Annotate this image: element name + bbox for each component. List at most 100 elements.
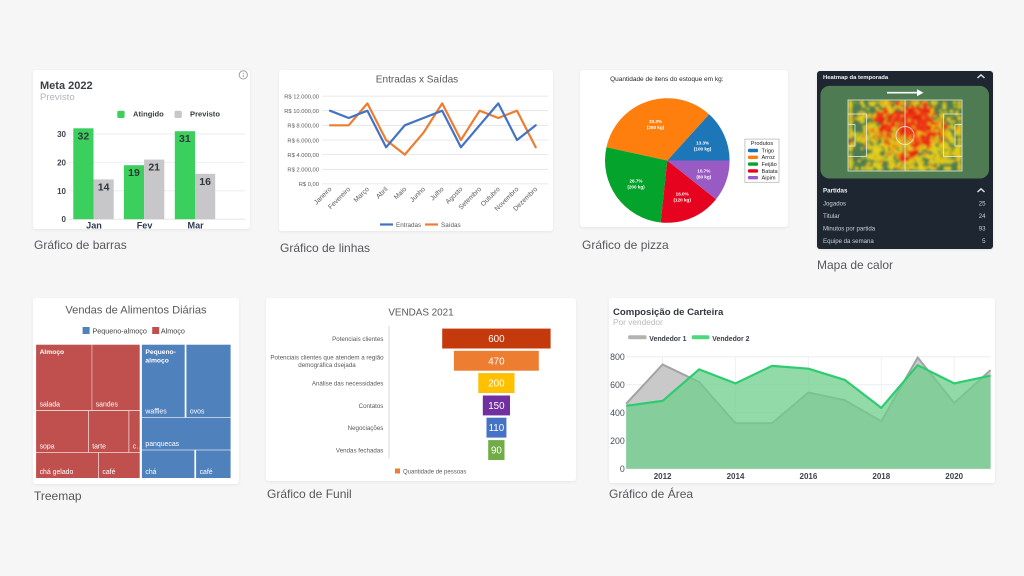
svg-text:470: 470 bbox=[488, 356, 505, 367]
svg-text:salada: salada bbox=[40, 402, 60, 409]
svg-text:Vendedor 2: Vendedor 2 bbox=[712, 336, 749, 343]
svg-text:Quantidade de itens do estoque: Quantidade de itens do estoque em kg: bbox=[610, 76, 724, 83]
svg-text:20: 20 bbox=[57, 158, 66, 167]
svg-text:(80 kg): (80 kg) bbox=[696, 175, 711, 180]
svg-text:demográfica dsejada: demográfica dsejada bbox=[298, 362, 356, 369]
svg-text:Minutos por partida: Minutos por partida bbox=[823, 225, 876, 232]
svg-text:Abril: Abril bbox=[375, 186, 390, 201]
svg-text:200: 200 bbox=[488, 379, 505, 390]
svg-text:Análise das necessidades: Análise das necessidades bbox=[312, 381, 384, 388]
svg-text:ovos: ovos bbox=[190, 408, 205, 415]
svg-text:VENDAS 2021: VENDAS 2021 bbox=[388, 308, 454, 319]
svg-text:almoço: almoço bbox=[145, 358, 168, 365]
svg-text:0: 0 bbox=[620, 464, 625, 474]
svg-text:Entradas: Entradas bbox=[396, 222, 421, 229]
svg-text:Vendedor 1: Vendedor 1 bbox=[649, 336, 686, 343]
svg-text:2014: 2014 bbox=[727, 472, 745, 481]
svg-text:Saídas: Saídas bbox=[441, 222, 461, 229]
svg-text:Composição de Carteira: Composição de Carteira bbox=[613, 307, 724, 318]
svg-text:93: 93 bbox=[979, 225, 986, 232]
svg-text:(200 kg): (200 kg) bbox=[627, 185, 645, 190]
svg-text:Partidas: Partidas bbox=[823, 188, 848, 195]
svg-text:Potenciais clientes: Potenciais clientes bbox=[332, 336, 383, 343]
svg-text:Junho: Junho bbox=[409, 186, 427, 204]
svg-text:10.7%: 10.7% bbox=[697, 169, 710, 174]
svg-text:Negociações: Negociações bbox=[348, 425, 384, 432]
svg-text:R$ 12.000,00: R$ 12.000,00 bbox=[284, 94, 319, 100]
svg-text:Heatmap da temporada: Heatmap da temporada bbox=[823, 75, 889, 81]
svg-text:sopa: sopa bbox=[40, 443, 55, 450]
svg-text:Atingido: Atingido bbox=[133, 110, 164, 119]
svg-text:Arroz: Arroz bbox=[762, 155, 776, 161]
svg-text:Fev: Fev bbox=[137, 221, 154, 231]
svg-text:32: 32 bbox=[78, 130, 90, 142]
svg-text:Vendas de Alimentos Diárias: Vendas de Alimentos Diárias bbox=[65, 304, 207, 316]
svg-text:(100 kg): (100 kg) bbox=[694, 146, 712, 151]
svg-text:Jan: Jan bbox=[86, 221, 102, 231]
svg-text:Meta 2022: Meta 2022 bbox=[40, 80, 93, 92]
svg-text:Produtos: Produtos bbox=[751, 141, 774, 147]
svg-text:400: 400 bbox=[610, 408, 625, 418]
svg-text:14: 14 bbox=[98, 181, 110, 193]
svg-text:Vendas fechadas: Vendas fechadas bbox=[336, 447, 383, 454]
svg-text:13.3%: 13.3% bbox=[696, 140, 709, 145]
svg-text:110: 110 bbox=[489, 423, 505, 434]
svg-text:10: 10 bbox=[57, 187, 66, 196]
svg-text:Julho: Julho bbox=[429, 186, 445, 202]
svg-text:16.0%: 16.0% bbox=[676, 192, 689, 197]
svg-text:19: 19 bbox=[128, 167, 140, 179]
svg-text:16: 16 bbox=[199, 176, 211, 188]
svg-text:5: 5 bbox=[982, 238, 986, 245]
svg-text:Equipe da semana: Equipe da semana bbox=[823, 238, 874, 245]
svg-text:Trigo: Trigo bbox=[762, 148, 775, 154]
svg-text:800: 800 bbox=[610, 352, 625, 362]
svg-text:café: café bbox=[200, 469, 213, 476]
svg-text:2012: 2012 bbox=[654, 472, 672, 481]
svg-text:sandes: sandes bbox=[96, 402, 119, 409]
svg-text:2018: 2018 bbox=[872, 472, 890, 481]
svg-text:2016: 2016 bbox=[800, 472, 818, 481]
svg-text:chá gelado: chá gelado bbox=[40, 469, 74, 476]
svg-text:R$ 8.000,00: R$ 8.000,00 bbox=[287, 124, 319, 130]
svg-text:25: 25 bbox=[979, 201, 986, 208]
svg-text:R$ 6.000,00: R$ 6.000,00 bbox=[287, 138, 319, 144]
svg-text:150: 150 bbox=[488, 401, 505, 412]
svg-text:Previsto: Previsto bbox=[40, 92, 75, 103]
svg-text:30: 30 bbox=[57, 130, 66, 139]
svg-text:Previsto: Previsto bbox=[190, 110, 220, 119]
svg-text:Março: Março bbox=[353, 186, 371, 204]
svg-text:R$ 0,00: R$ 0,00 bbox=[299, 182, 319, 188]
svg-text:600: 600 bbox=[610, 380, 625, 390]
svg-text:Feijão: Feijão bbox=[762, 162, 777, 168]
svg-text:Entradas x Saídas: Entradas x Saídas bbox=[376, 75, 458, 86]
svg-text:24: 24 bbox=[979, 213, 986, 220]
svg-text:Por vendedor: Por vendedor bbox=[613, 317, 663, 327]
svg-text:33.3%: 33.3% bbox=[649, 119, 662, 124]
svg-text:R$ 4.000,00: R$ 4.000,00 bbox=[287, 153, 319, 159]
svg-text:R$ 2.000,00: R$ 2.000,00 bbox=[287, 168, 319, 174]
svg-text:Mar: Mar bbox=[188, 221, 205, 231]
svg-text:Almoço: Almoço bbox=[161, 326, 185, 335]
svg-text:600: 600 bbox=[488, 334, 505, 345]
svg-text:2020: 2020 bbox=[945, 472, 963, 481]
svg-text:chá: chá bbox=[145, 469, 156, 476]
svg-text:26.7%: 26.7% bbox=[629, 179, 642, 184]
svg-text:Aipim: Aipim bbox=[762, 176, 776, 182]
svg-text:Pequeno-almoço: Pequeno-almoço bbox=[93, 326, 147, 335]
svg-text:Pequeno-: Pequeno- bbox=[145, 349, 175, 356]
svg-text:Potenciais clientes que atende: Potenciais clientes que atendem a região bbox=[270, 354, 384, 361]
svg-text:waffles: waffles bbox=[144, 408, 167, 415]
svg-text:panquecas: panquecas bbox=[145, 441, 179, 448]
svg-text:31: 31 bbox=[179, 133, 191, 145]
svg-text:(120 kg): (120 kg) bbox=[674, 198, 692, 203]
svg-text:0: 0 bbox=[62, 215, 67, 224]
svg-text:200: 200 bbox=[610, 436, 625, 446]
svg-text:R$ 10.000,00: R$ 10.000,00 bbox=[284, 109, 319, 115]
svg-text:Jogados: Jogados bbox=[823, 201, 846, 208]
svg-text:21: 21 bbox=[148, 162, 160, 174]
svg-text:Batata: Batata bbox=[762, 169, 779, 175]
svg-text:café: café bbox=[102, 469, 115, 476]
svg-text:Quantidade de pessoas: Quantidade de pessoas bbox=[403, 469, 466, 475]
svg-text:90: 90 bbox=[491, 446, 502, 457]
svg-text:(250 kg): (250 kg) bbox=[647, 125, 665, 130]
